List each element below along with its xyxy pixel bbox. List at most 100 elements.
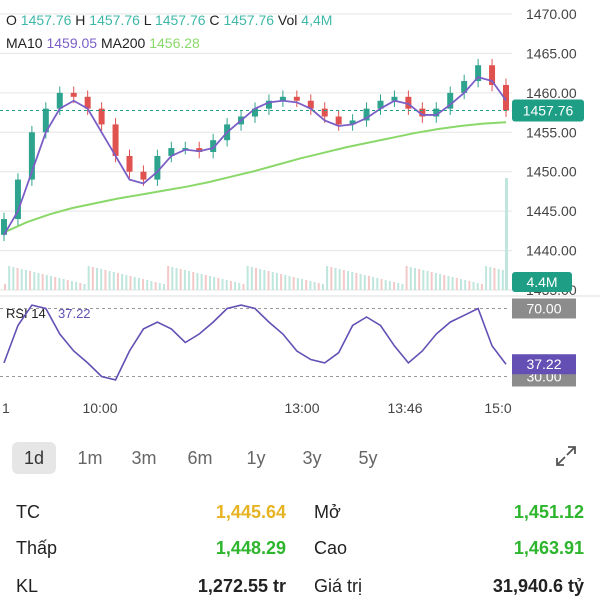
volume-bar [108,271,111,290]
volume-bar [125,275,128,290]
volume-bar [171,267,174,290]
volume-bar [476,283,479,290]
stat-open: Mở 1,451.12 [314,496,584,528]
volume-bar [359,274,362,290]
candle-body [503,84,509,111]
volume-bar [20,269,23,290]
timeframe-3y[interactable]: 3y [302,448,322,468]
candle-body [168,148,175,156]
candle-body [14,179,21,220]
volume-bar [263,270,266,290]
volume-bar [485,266,488,290]
current-price-label: 1457.76 [523,103,574,119]
volume-bar [16,268,19,290]
volume-bar [292,277,295,290]
volume-bar [459,279,462,290]
volume-bar [167,266,170,290]
ma-value: 1459.05 [46,35,98,51]
volume-bar [66,280,69,290]
timeframe-6m[interactable]: 6m [187,448,213,468]
rsi-line [3,304,507,381]
expand-diagonal-icon[interactable] [554,444,578,468]
volume-bar [405,266,408,290]
volume-bar [296,278,299,290]
volume-bar [439,274,442,290]
volume-bar [37,273,40,290]
ohlc-value: 4,4M [301,12,333,28]
volume-bar [443,275,446,290]
volume-bar [301,279,304,290]
candle-body [489,65,496,85]
volume-bar [288,276,291,290]
timeframe-3m[interactable]: 3m [131,448,157,468]
ma-key: MA10 [6,35,47,51]
stat-ref-price: TC 1,445.64 [16,496,286,528]
candle-body [363,108,370,121]
candle-body [391,96,398,101]
volume-bar [24,270,27,290]
timeframe-selector: 1d 1m 3m 6m 1y 3y 5y [0,432,600,482]
volume-bar [305,280,308,290]
volume-bar [229,281,232,290]
ohlc-value: 1457.76 [89,12,140,28]
ohlc-key: C [205,12,224,28]
timeframe-1d[interactable]: 1d [12,442,56,474]
moving-average-readout: MA10 1459.05 MA200 1456.28 [6,35,200,51]
volume-bar [133,277,136,290]
stat-volume: KL 1,272.55 tr [16,570,286,602]
volume-bar [367,276,370,290]
volume-bar [384,280,387,290]
volume-bar [388,281,391,290]
stat-high: Cao 1,463.91 [314,532,584,564]
volume-bar [309,281,312,290]
time-tick-label: 13:46 [387,400,422,416]
stat-value: 31,940.6 tỷ [492,576,584,596]
candle-body [28,132,35,180]
candle-body [293,96,300,101]
ohlc-value: 1457.76 [223,12,275,28]
volume-bar [116,273,119,290]
ohlc-key: O [6,12,21,28]
timeframe-5y[interactable]: 5y [358,448,378,468]
volume-bar [355,273,358,290]
volume-bar [121,274,124,290]
volume-bar [472,282,475,290]
volume-bar [351,272,354,290]
time-tick-label: 10:00 [82,400,117,416]
stat-value: 1,272.55 tr [197,576,286,596]
volume-bar [464,280,467,290]
price-tick-label: 1470.00 [526,6,577,22]
candle-body [84,96,91,109]
stat-value-traded: Giá trị 31,940.6 tỷ [314,570,584,602]
volume-bar [372,277,375,290]
volume-bar [79,283,82,290]
timeframe-1m[interactable]: 1m [77,448,103,468]
volume-bar [259,269,262,290]
candle-body [126,155,133,172]
volume-bar [129,276,132,290]
volume-bar [242,284,245,290]
volume-bar [418,269,421,290]
volume-badge-label: 4.4M [526,274,557,290]
volume-bar [200,274,203,290]
rsi-value: 37.22 [58,306,91,321]
timeframe-1y[interactable]: 1y [246,448,266,468]
volume-bar [213,277,216,290]
candle-body [70,92,77,97]
volume-bar [112,272,115,290]
price-chart[interactable]: 1470.00 1465.00 1460.00 1455.00 1450.00 1445.… [0,0,600,420]
volume-bar [4,284,6,290]
volume-bar [192,272,195,290]
stat-value: 1,445.64 [215,502,286,522]
volume-bar [75,282,78,290]
volume-bar [393,282,396,290]
current-price-badge [512,99,584,122]
volume-bar [158,283,161,290]
ohlc-value: 1457.76 [20,12,72,28]
price-tick-label: 1450.00 [526,164,577,180]
candle-body [98,108,105,125]
candle-body [377,100,384,109]
volume-bar [255,268,257,290]
volume-bar [480,284,483,290]
candle-body [405,96,412,109]
